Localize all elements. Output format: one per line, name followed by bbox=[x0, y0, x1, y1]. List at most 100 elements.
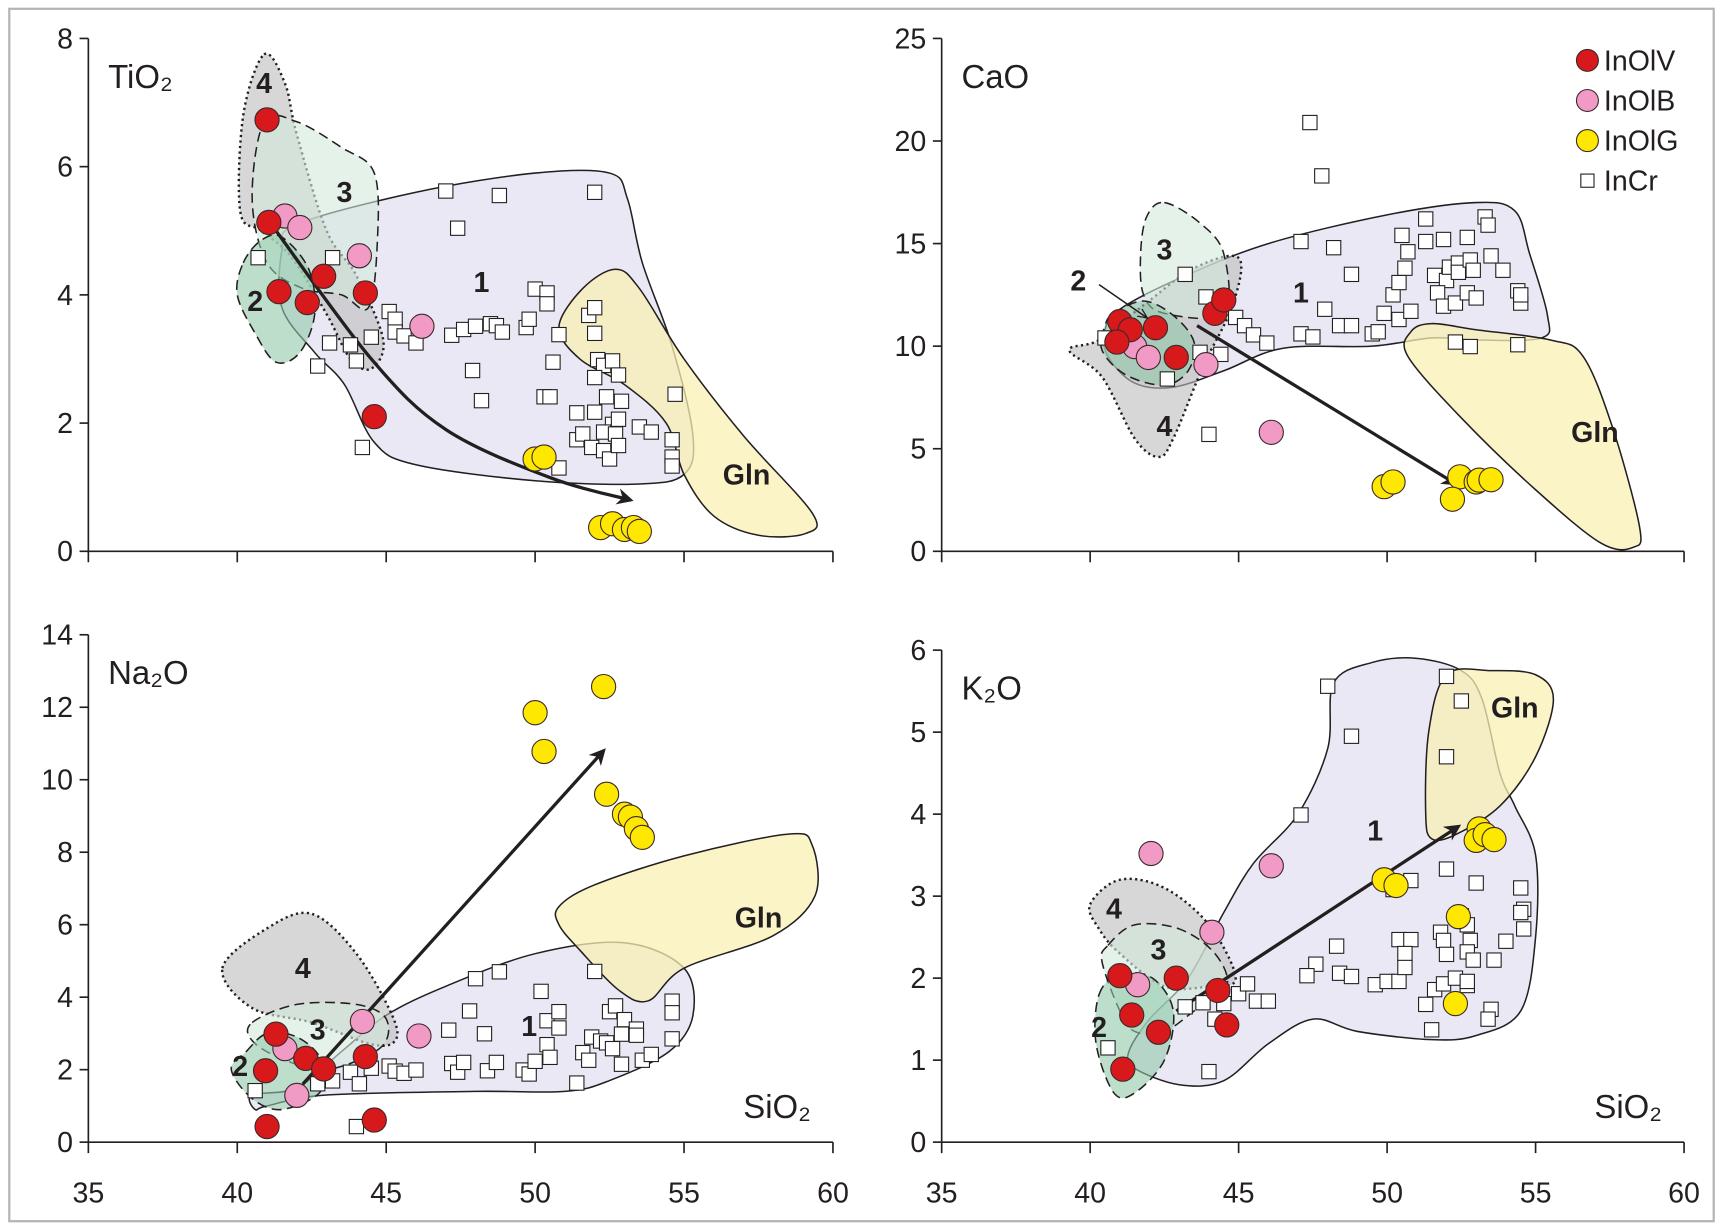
x-tick-label: 45 bbox=[370, 1178, 402, 1210]
point-InOlB bbox=[284, 1082, 310, 1109]
y-axis-title: Na₂O bbox=[108, 654, 189, 691]
field-4-label: 4 bbox=[1106, 893, 1122, 925]
point-InOlV bbox=[1163, 344, 1189, 371]
y-tick-label: 14 bbox=[41, 620, 73, 652]
y-tick-label: 6 bbox=[57, 152, 73, 184]
point-InCr bbox=[1483, 248, 1499, 264]
point-InCr bbox=[1100, 1040, 1116, 1056]
point-InCr bbox=[667, 386, 683, 402]
point-InCr bbox=[575, 426, 591, 442]
point-InCr bbox=[613, 1026, 630, 1042]
point-InOlG bbox=[531, 738, 557, 765]
y-tick-label: 15 bbox=[895, 228, 927, 260]
point-InCr bbox=[1438, 946, 1455, 963]
point-InCr bbox=[1438, 861, 1455, 877]
field-2-label: 2 bbox=[247, 286, 263, 318]
point-InOlB bbox=[1258, 853, 1284, 879]
point-InCr bbox=[310, 358, 326, 374]
x-tick-label: 60 bbox=[1668, 1178, 1700, 1210]
legend-label-InOlB: InOlB bbox=[1604, 85, 1675, 117]
field-Gln-label: Gln bbox=[1571, 417, 1619, 449]
point-InCr bbox=[467, 971, 484, 987]
y-tick-label: 25 bbox=[895, 23, 927, 55]
field-3-label: 3 bbox=[310, 1015, 326, 1047]
point-InCr bbox=[387, 311, 403, 327]
y-tick-label: 4 bbox=[57, 982, 73, 1014]
point-InCr bbox=[1397, 959, 1413, 976]
point-InCr bbox=[1516, 921, 1532, 937]
point-InCr bbox=[1480, 217, 1496, 233]
y-tick-label: 10 bbox=[895, 331, 927, 363]
point-InCr bbox=[586, 184, 603, 200]
point-InCr bbox=[1343, 728, 1360, 744]
y-tick-label: 4 bbox=[910, 799, 926, 831]
series-InOlV bbox=[1104, 287, 1237, 371]
point-InCr bbox=[354, 439, 371, 456]
field-1-label: 1 bbox=[1293, 278, 1309, 310]
point-InOlG bbox=[629, 824, 655, 850]
point-InCr bbox=[1370, 324, 1386, 340]
field-2-pointer-arrow bbox=[1098, 283, 1147, 318]
series-InCr bbox=[1100, 668, 1532, 1080]
field-1-label: 1 bbox=[474, 267, 490, 299]
y-tick-label: 3 bbox=[910, 881, 926, 913]
point-InOlG bbox=[531, 444, 557, 470]
point-InCr bbox=[1403, 303, 1419, 319]
point-InCr bbox=[1462, 338, 1478, 355]
point-InCr bbox=[342, 1064, 359, 1080]
point-InCr bbox=[1177, 266, 1193, 283]
point-InCr bbox=[1513, 904, 1529, 921]
point-InOlB bbox=[346, 243, 373, 269]
point-InCr bbox=[664, 458, 680, 474]
point-InCr bbox=[1465, 952, 1481, 968]
field-4-label: 4 bbox=[256, 68, 272, 100]
point-InCr bbox=[449, 220, 466, 236]
point-InCr bbox=[1459, 973, 1475, 990]
x-tick-label: 55 bbox=[1520, 1178, 1552, 1210]
point-InOlV bbox=[256, 209, 282, 236]
point-InCr bbox=[1201, 426, 1217, 443]
point-InCr bbox=[324, 250, 341, 266]
series-InOlG bbox=[1371, 816, 1507, 1017]
field-4-label: 4 bbox=[295, 953, 311, 985]
point-InCr bbox=[1418, 233, 1434, 250]
point-InCr bbox=[533, 983, 549, 1000]
series-InCr bbox=[1097, 114, 1529, 443]
point-InCr bbox=[1486, 952, 1502, 968]
point-InCr bbox=[542, 1049, 558, 1066]
x-axis-title: SiO₂ bbox=[743, 1088, 811, 1125]
field-3-label: 3 bbox=[1156, 235, 1172, 267]
y-tick-label: 20 bbox=[895, 126, 927, 158]
point-InCr bbox=[1177, 999, 1193, 1015]
point-InCr bbox=[521, 311, 537, 327]
point-InOlV bbox=[266, 279, 292, 305]
y-tick-label: 0 bbox=[910, 536, 926, 568]
x-tick-label: 35 bbox=[926, 1178, 958, 1210]
y-tick-label: 2 bbox=[910, 963, 926, 995]
series-InOlB bbox=[1125, 840, 1284, 998]
y-axis-title: K₂O bbox=[961, 670, 1021, 707]
point-InOlB bbox=[406, 1023, 432, 1049]
y-tick-label: 5 bbox=[910, 434, 926, 466]
point-InOlB bbox=[409, 313, 435, 339]
point-InCr bbox=[494, 324, 511, 340]
point-InCr bbox=[491, 187, 508, 204]
series-InCr bbox=[250, 183, 683, 476]
point-InCr bbox=[610, 437, 627, 454]
point-InCr bbox=[1302, 114, 1318, 131]
point-InCr bbox=[1423, 1022, 1440, 1038]
point-InOlG bbox=[522, 700, 548, 726]
point-InCr bbox=[664, 432, 680, 448]
point-InCr bbox=[1245, 327, 1262, 343]
point-InCr bbox=[1450, 264, 1467, 280]
point-InOlG bbox=[1442, 990, 1469, 1017]
point-InOlG bbox=[1383, 872, 1409, 899]
point-InCr bbox=[1320, 678, 1336, 694]
point-InCr bbox=[1498, 933, 1514, 949]
x-tick-label: 55 bbox=[668, 1178, 700, 1210]
point-InCr bbox=[1259, 335, 1275, 351]
point-InOlB bbox=[287, 214, 313, 241]
point-InCr bbox=[1391, 274, 1407, 291]
legend-marker-InCr bbox=[1580, 173, 1595, 188]
point-InCr bbox=[664, 1005, 680, 1021]
